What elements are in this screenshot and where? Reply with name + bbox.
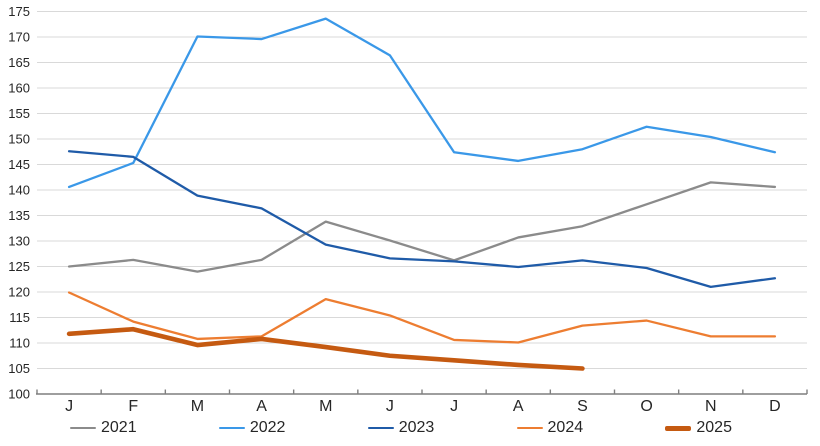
series-line-2021 <box>67 181 777 273</box>
y-axis-tick-label: 160 <box>8 81 30 96</box>
chart-legend: 2021 2022 2023 2024 2025 <box>0 412 820 444</box>
series-line-2022 <box>67 17 777 189</box>
x-axis-month-label: O <box>640 398 652 414</box>
legend-item-2023: 2023 <box>367 419 435 436</box>
y-axis-tick-label: 110 <box>9 336 30 351</box>
x-axis-month-label: M <box>319 398 332 414</box>
y-axis-tick-label: 100 <box>8 387 30 402</box>
legend-swatch-2024 <box>516 426 543 430</box>
x-axis-month-label: A <box>513 398 524 414</box>
legend-swatch-2025 <box>665 425 692 431</box>
y-axis-tick-label: 135 <box>8 208 30 223</box>
series-line-2023 <box>67 150 777 289</box>
y-axis-tick-label: 130 <box>8 234 30 249</box>
legend-label: 2024 <box>547 419 584 436</box>
legend-label: 2025 <box>696 419 732 436</box>
x-axis-month-label: J <box>450 398 458 414</box>
x-axis-month-label: J <box>65 398 73 414</box>
y-axis-tick-label: 155 <box>8 106 30 121</box>
legend-label: 2021 <box>101 419 137 436</box>
legend-label: 2022 <box>249 419 286 436</box>
y-axis-tick-label: 120 <box>8 285 30 300</box>
y-axis-tick-label: 150 <box>8 132 30 147</box>
legend-swatch-2022 <box>218 426 245 430</box>
y-axis-tick-label: 165 <box>8 55 30 70</box>
series-line-2024 <box>67 291 777 344</box>
legend-item-2021: 2021 <box>70 420 137 436</box>
chart-plot-area: 100 105 110 115 120 125 130 135 140 145 150 155 160 1… <box>8 4 808 414</box>
y-axis-tick-label: 175 <box>8 4 30 19</box>
legend-item-2022: 2022 <box>218 419 286 436</box>
x-axis-month-label: M <box>191 398 204 414</box>
y-axis-tick-label: 140 <box>8 183 30 198</box>
y-axis-tick-label: 125 <box>8 259 30 274</box>
legend-item-2024: 2024 <box>516 419 584 436</box>
x-axis-month-label: A <box>256 398 267 414</box>
legend-swatch-2021 <box>70 426 96 430</box>
y-axis-tick-label: 115 <box>9 310 30 325</box>
x-axis-month-label: J <box>386 398 394 414</box>
x-axis-month-label: D <box>769 398 781 414</box>
x-axis-month-label: F <box>128 398 138 414</box>
x-axis-month-label: S <box>577 398 588 414</box>
y-axis-tick-label: 170 <box>8 30 30 45</box>
y-axis-tick-label: 105 <box>8 361 30 376</box>
legend-item-2025: 2025 <box>665 420 732 436</box>
x-axis-month-label: N <box>705 398 717 414</box>
y-axis-tick-label: 145 <box>8 157 30 172</box>
legend-swatch-2023 <box>367 426 394 430</box>
series-line-2025 <box>66 326 585 371</box>
legend-label: 2023 <box>398 419 435 436</box>
